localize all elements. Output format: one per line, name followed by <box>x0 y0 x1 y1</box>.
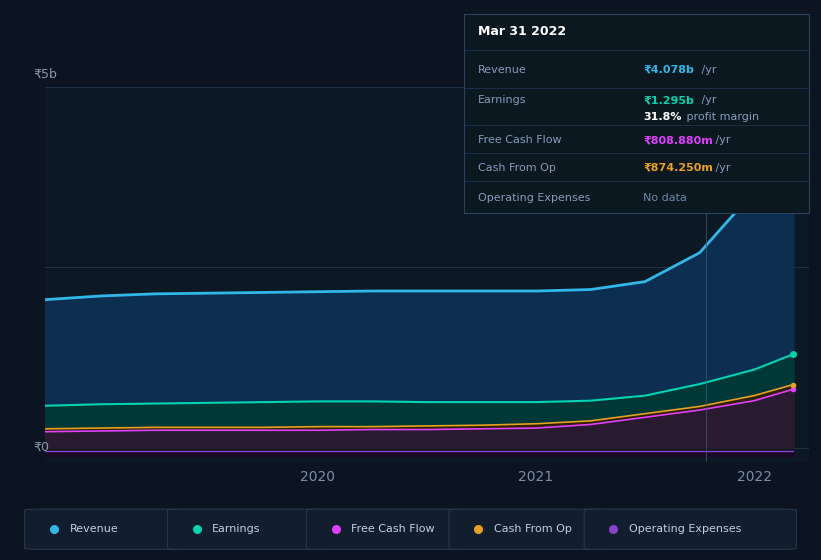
FancyBboxPatch shape <box>25 509 183 549</box>
Text: Cash From Op: Cash From Op <box>478 163 556 173</box>
Text: Revenue: Revenue <box>70 524 118 534</box>
Text: Revenue: Revenue <box>478 64 526 74</box>
Text: Operating Expenses: Operating Expenses <box>629 524 741 534</box>
Text: Cash From Op: Cash From Op <box>494 524 571 534</box>
Text: /yr: /yr <box>699 64 717 74</box>
Text: ₹1.295b: ₹1.295b <box>643 95 694 105</box>
Text: ₹808.880m: ₹808.880m <box>643 135 713 145</box>
FancyBboxPatch shape <box>306 509 465 549</box>
Text: No data: No data <box>643 193 687 203</box>
Text: Earnings: Earnings <box>478 95 526 105</box>
FancyBboxPatch shape <box>167 509 326 549</box>
Text: ₹874.250m: ₹874.250m <box>643 163 713 173</box>
Text: Mar 31 2022: Mar 31 2022 <box>478 25 566 39</box>
Text: Operating Expenses: Operating Expenses <box>478 193 590 203</box>
Text: /yr: /yr <box>699 95 717 105</box>
Text: Free Cash Flow: Free Cash Flow <box>351 524 434 534</box>
Text: 31.8%: 31.8% <box>643 113 681 123</box>
Text: ₹5b: ₹5b <box>33 68 57 81</box>
FancyBboxPatch shape <box>585 509 796 549</box>
Text: Free Cash Flow: Free Cash Flow <box>478 135 562 145</box>
Text: profit margin: profit margin <box>683 113 759 123</box>
Text: ₹0: ₹0 <box>33 441 48 454</box>
Text: /yr: /yr <box>712 163 731 173</box>
Text: /yr: /yr <box>712 135 731 145</box>
Text: ₹4.078b: ₹4.078b <box>643 64 694 74</box>
FancyBboxPatch shape <box>449 509 608 549</box>
Text: Earnings: Earnings <box>212 524 260 534</box>
